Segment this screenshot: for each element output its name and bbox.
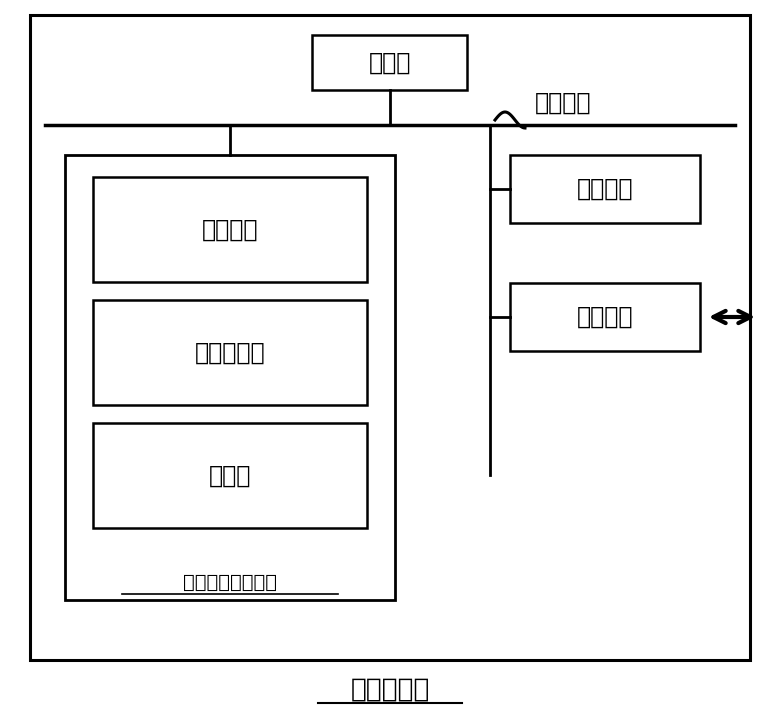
- Text: 网络接口: 网络接口: [577, 305, 633, 329]
- Text: 数据库: 数据库: [209, 464, 251, 488]
- Bar: [510, 283, 700, 351]
- Text: 计算机设备: 计算机设备: [350, 677, 430, 703]
- Bar: [313, 35, 467, 90]
- Text: 操作系统: 操作系统: [201, 218, 258, 241]
- Text: 处理器: 处理器: [368, 50, 411, 75]
- Bar: [93, 177, 367, 282]
- Bar: [93, 423, 367, 528]
- Text: 计算机程序: 计算机程序: [194, 340, 265, 365]
- Bar: [93, 300, 367, 405]
- Bar: [510, 155, 700, 223]
- Text: 内存储器: 内存储器: [577, 177, 633, 201]
- Bar: [65, 155, 395, 600]
- Text: 非易失性存储介质: 非易失性存储介质: [183, 572, 277, 592]
- Bar: [30, 15, 750, 660]
- Text: 系统总线: 系统总线: [535, 91, 591, 115]
